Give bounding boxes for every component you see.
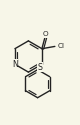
Text: N: N xyxy=(12,60,18,69)
Text: O: O xyxy=(43,31,49,37)
Text: Cl: Cl xyxy=(57,43,64,49)
Text: S: S xyxy=(37,62,42,72)
